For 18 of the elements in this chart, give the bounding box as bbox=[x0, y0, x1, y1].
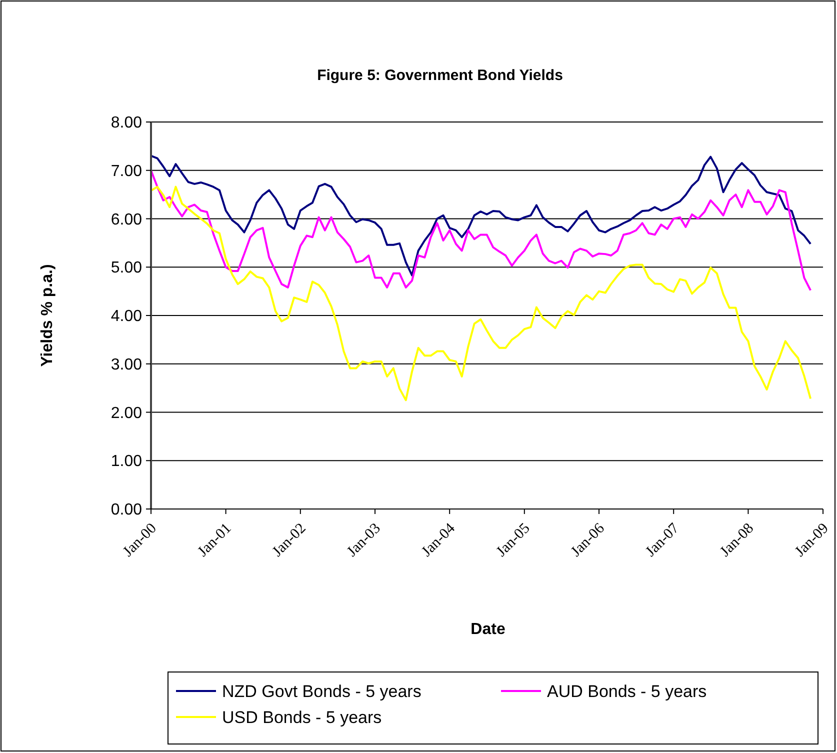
y-axis-title: Yields % p.a.) bbox=[39, 264, 56, 367]
y-tick-label: 3.00 bbox=[110, 356, 142, 374]
chart-title: Figure 5: Government Bond Yields bbox=[317, 67, 563, 84]
legend-label: USD Bonds - 5 years bbox=[222, 708, 382, 727]
line-series bbox=[150, 154, 812, 276]
y-tick-label: 8.00 bbox=[110, 114, 142, 132]
legend-label: AUD Bonds - 5 years bbox=[547, 682, 707, 701]
y-tick-label: 2.00 bbox=[110, 404, 142, 422]
y-tick-label: 6.00 bbox=[110, 211, 142, 228]
y-tick-label: 7.00 bbox=[110, 162, 142, 180]
legend-label: NZD Govt Bonds - 5 years bbox=[222, 682, 422, 701]
y-tick-label: 5.00 bbox=[110, 260, 142, 277]
y-tick-label: 0.00 bbox=[110, 502, 142, 519]
y-tick-label: 1.00 bbox=[110, 453, 142, 470]
x-axis-title: Date bbox=[470, 621, 506, 638]
line-series bbox=[150, 169, 812, 292]
line-series bbox=[150, 186, 812, 402]
y-tick-label: 4.00 bbox=[110, 308, 142, 326]
